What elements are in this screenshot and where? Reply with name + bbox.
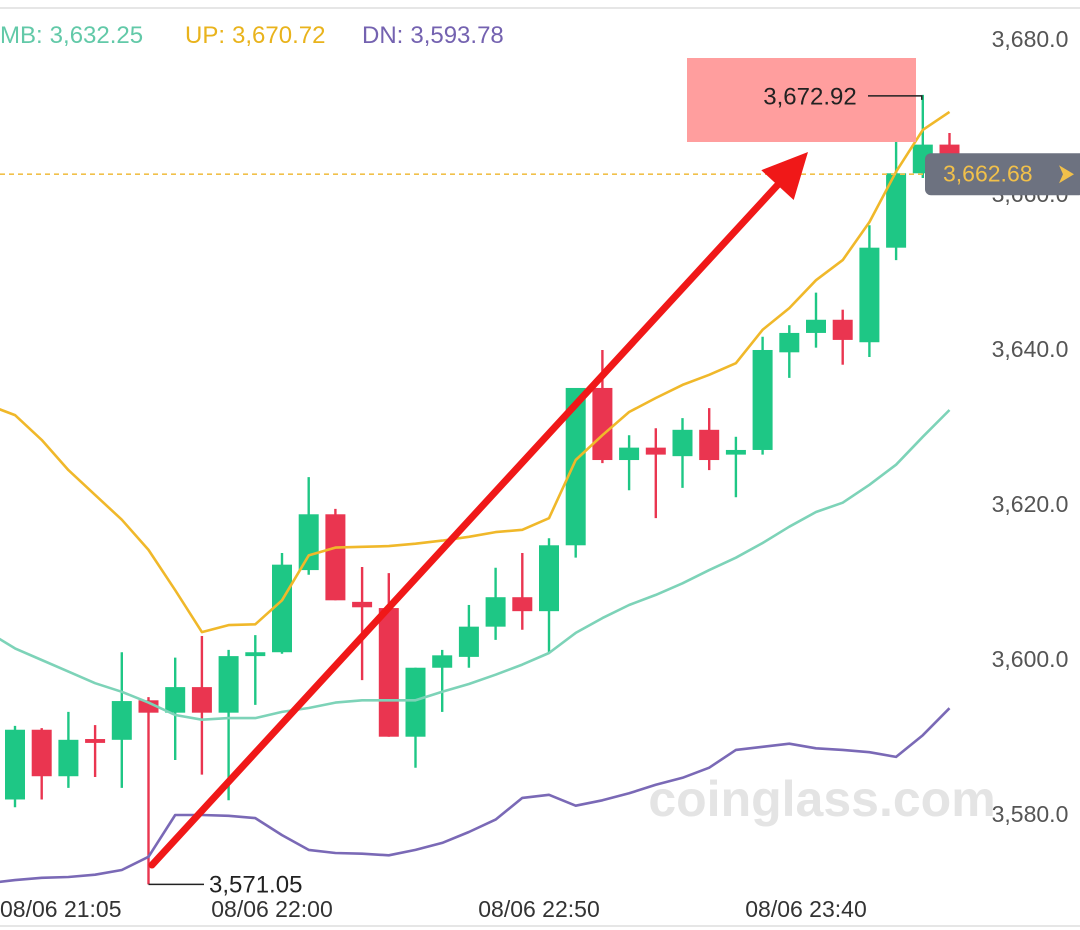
candle-body	[31, 729, 52, 777]
band-line	[0, 110, 951, 634]
legend-entry: UP: 3,670.72	[185, 22, 325, 49]
candle-body	[752, 349, 773, 450]
y-tick-label: 3,580.0	[992, 801, 1069, 827]
candle-body	[619, 447, 640, 461]
high-highlight-box	[687, 58, 916, 142]
candle-body	[138, 700, 159, 713]
candle-body	[58, 739, 79, 777]
x-tick-label: 08/06 23:40	[745, 896, 867, 922]
candle-body	[165, 687, 186, 713]
y-tick-label: 3,600.0	[992, 646, 1069, 672]
high-label: 3,672.92	[763, 83, 856, 110]
candle-body	[539, 545, 559, 612]
legend-name: DN:	[362, 22, 403, 49]
candle-body	[298, 514, 319, 571]
legend: MB: 3,632.25 UP: 3,670.72 DN: 3,593.78	[0, 22, 504, 49]
legend-entry: MB: 3,632.25	[0, 22, 143, 49]
legend-value: 3,670.72	[232, 22, 325, 49]
candle-body	[5, 729, 25, 800]
arrow-shaft	[148, 181, 781, 869]
y-axis: 3,580.03,600.03,620.03,640.03,660.03,680…	[962, 26, 1068, 827]
current-price-tag	[925, 153, 1080, 196]
current-price-arrow	[1059, 165, 1074, 184]
x-tick-label: 08/06 21:05	[0, 896, 122, 922]
band-line	[0, 409, 951, 721]
candle-body	[85, 739, 106, 743]
arrow-head	[761, 152, 808, 200]
candle-body	[245, 652, 266, 657]
candle-body	[592, 387, 613, 461]
candle-body	[352, 601, 373, 608]
x-tick-label: 08/06 22:00	[211, 896, 333, 922]
candle-body	[111, 701, 132, 740]
legend-value: 3,593.78	[410, 22, 503, 49]
candle-body	[645, 447, 666, 455]
candle-body	[779, 332, 800, 353]
candle-body	[565, 387, 586, 546]
candle-body	[672, 429, 693, 457]
low-label: 3,571.05	[209, 872, 302, 899]
current-price-label: 3,662.68	[943, 160, 1033, 186]
candle-body	[191, 687, 212, 713]
candle-body	[218, 656, 239, 713]
candle-body	[405, 667, 426, 737]
candle-body	[832, 319, 853, 340]
y-tick-label: 3,680.0	[992, 26, 1069, 52]
candle-body	[485, 597, 506, 627]
watermark: coinglass.com	[648, 771, 995, 827]
candle-body	[859, 247, 880, 343]
y-tick-label: 3,620.0	[992, 491, 1069, 517]
candle-body	[272, 564, 292, 653]
candle-body	[325, 514, 346, 601]
candle-body	[886, 173, 907, 248]
candle-body	[512, 597, 533, 612]
candle-body	[378, 608, 399, 737]
band-line	[0, 707, 951, 884]
y-tick-label: 3,640.0	[992, 336, 1069, 362]
candle-body	[725, 449, 746, 455]
plot-area	[0, 94, 960, 885]
candle-body	[699, 429, 720, 461]
x-axis: 08/06 21:05 08/06 22:00 08/06 22:50 08/06 2…	[0, 896, 867, 922]
legend-value: 3,632.25	[50, 22, 143, 49]
x-tick-label: 08/06 22:50	[478, 896, 600, 922]
candle-body	[806, 319, 826, 333]
trend-arrow	[148, 152, 808, 869]
high-connector	[868, 95, 923, 100]
legend-entry: DN: 3,593.78	[362, 22, 504, 49]
candle-body	[432, 655, 453, 668]
candle-body	[458, 626, 479, 657]
legend-name: MB:	[0, 22, 43, 49]
overlay: 3,672.92 3,571.05 3,662.68	[0, 58, 1080, 899]
legend-name: UP:	[185, 22, 225, 49]
